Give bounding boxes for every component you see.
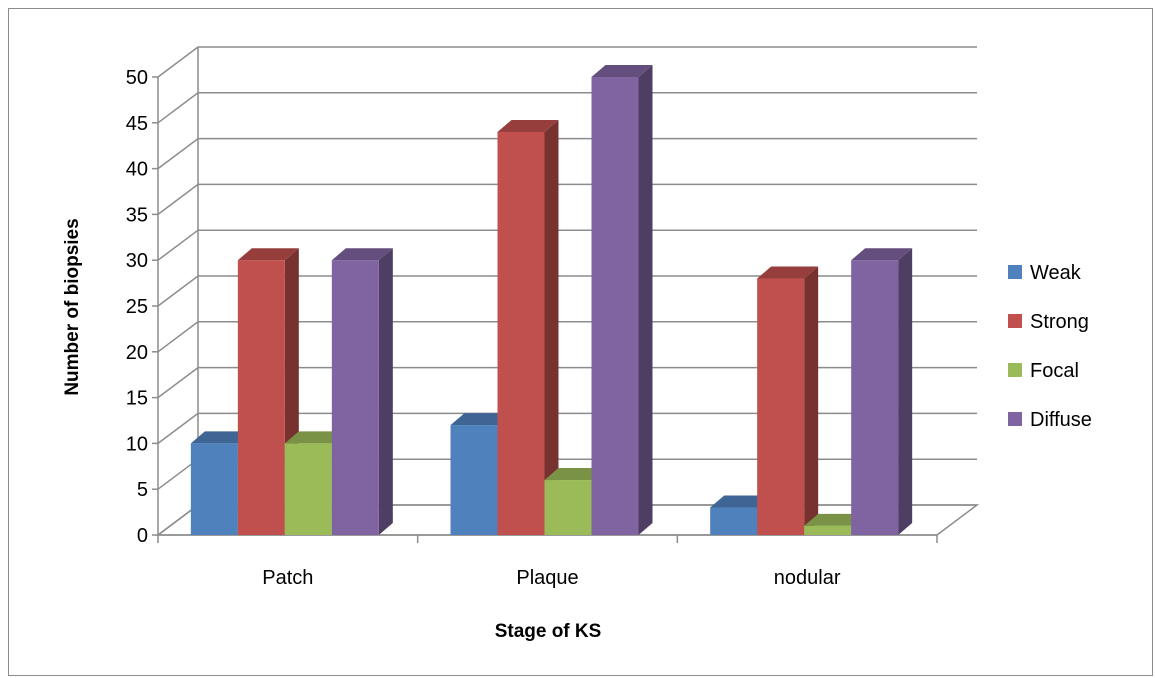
legend-item-weak: Weak (1008, 262, 1082, 284)
y-axis: 0 5 10 15 20 25 30 35 40 45 50 (126, 67, 159, 547)
chart-frame (8, 8, 1153, 676)
bar-strong-plaque (497, 119, 559, 536)
y-tick-label: 0 (137, 525, 148, 547)
y-tick-label: 35 (126, 204, 148, 226)
gridline (157, 46, 977, 78)
y-tick-label: 15 (126, 388, 148, 410)
legend-item-strong: Strong (1008, 311, 1089, 333)
bar-strong-nodular (757, 266, 819, 535)
gridline (157, 137, 977, 170)
x-category-label: Plaque (516, 567, 578, 589)
gridline (157, 321, 977, 353)
bar-side (378, 248, 393, 535)
legend-item-focal: Focal (1008, 360, 1079, 382)
bar-top (591, 65, 653, 77)
bar-top (544, 468, 606, 481)
legend: Weak Strong Focal Diffuse (1008, 262, 1092, 431)
legend-label: Focal (1030, 360, 1079, 382)
bar-top (450, 413, 512, 426)
bar-front (497, 131, 545, 535)
bar-front (851, 260, 899, 535)
bar-top (331, 248, 393, 261)
bar-front (190, 443, 238, 535)
bar-front (544, 480, 592, 535)
bar-top (497, 119, 559, 132)
bar-front (284, 443, 332, 535)
bar-top (237, 248, 299, 261)
bar-side (898, 248, 913, 535)
bar-front (804, 525, 852, 535)
y-axis-title: Number of biopsies (62, 218, 83, 395)
x-axis-title: Stage of KS (495, 621, 602, 642)
legend-swatch (1008, 265, 1022, 279)
bar-front (710, 507, 758, 535)
legend-label: Strong (1030, 311, 1089, 333)
x-category-label: nodular (774, 567, 841, 589)
bar-diffuse-patch (331, 248, 393, 535)
y-tick-label: 45 (126, 113, 148, 135)
y-tick-label: 40 (126, 159, 148, 181)
bar-top (804, 513, 866, 526)
bar-front (237, 260, 285, 535)
bar-side (804, 266, 819, 535)
y-tick-label: 25 (126, 296, 148, 318)
bar-top (190, 431, 252, 444)
legend-swatch (1008, 363, 1022, 377)
y-tick-label: 5 (137, 479, 148, 501)
x-axis: Patch Plaque nodular (157, 534, 938, 589)
y-tick-label: 30 (126, 250, 148, 272)
y-tick-label: 50 (126, 67, 148, 89)
x-category-label: Patch (262, 567, 313, 589)
bar-strong-patch (237, 248, 299, 535)
gridline (157, 92, 977, 124)
gridline (157, 275, 977, 307)
y-tick-label: 20 (126, 342, 148, 364)
legend-label: Diffuse (1030, 409, 1092, 431)
legend-swatch (1008, 412, 1022, 426)
bar-front (450, 425, 498, 535)
bars (190, 65, 913, 536)
gridline (157, 412, 977, 444)
bar-top (851, 248, 913, 261)
bar-front (757, 278, 805, 535)
gridline (157, 366, 977, 399)
bar-diffuse-nodular (851, 248, 913, 535)
legend-swatch (1008, 314, 1022, 328)
gridline (157, 183, 977, 215)
bar-front (331, 260, 379, 535)
legend-item-diffuse: Diffuse (1008, 409, 1092, 431)
y-tick-label: 10 (126, 433, 148, 455)
bar-top (710, 495, 772, 508)
bar-side (638, 65, 653, 535)
bar-front (591, 77, 639, 535)
legend-label: Weak (1030, 262, 1082, 284)
bar-top (284, 431, 346, 444)
gridline (157, 229, 977, 261)
bar-top (757, 266, 819, 279)
gridlines (157, 46, 977, 536)
bar-diffuse-plaque (591, 65, 653, 535)
bar-side (544, 119, 559, 536)
